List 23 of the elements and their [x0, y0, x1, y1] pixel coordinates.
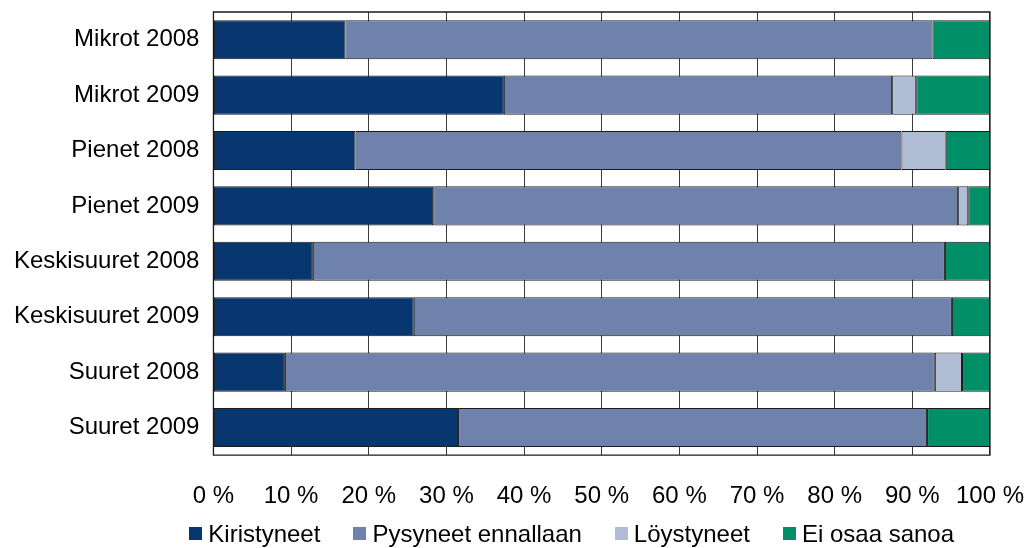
y-tick-label: Mikrot 2009 [74, 79, 200, 107]
x-tick-label: 40 % [496, 481, 552, 509]
legend-label: Ei osaa sanoa [801, 519, 955, 548]
legend-label: Kiristyneet [208, 519, 321, 548]
y-tick-label: Keskisuuret 2008 [14, 245, 200, 273]
x-tick-label: 90 % [884, 481, 940, 509]
y-tick-label: Suuret 2009 [68, 412, 200, 440]
legend-label: Pysyneet ennallaan [372, 519, 582, 548]
x-tick-label: 10 % [263, 481, 319, 509]
x-tick-label: 100 % [955, 481, 1024, 509]
y-tick-label: Pienet 2008 [71, 135, 200, 163]
x-tick-label: 20 % [341, 481, 397, 509]
x-tick-label: 80 % [807, 481, 863, 509]
legend-label: Löystyneet [633, 519, 750, 548]
x-tick-label: 60 % [652, 481, 707, 509]
y-tick-label: Suuret 2008 [68, 356, 200, 384]
x-tick-label: 0 % [192, 481, 235, 509]
y-tick-label: Keskisuuret 2009 [14, 301, 200, 329]
y-tick-label: Mikrot 2008 [74, 24, 200, 52]
x-tick-label: 50 % [574, 481, 630, 509]
y-tick-label: Pienet 2009 [71, 190, 200, 218]
x-tick-label: 70 % [729, 481, 785, 509]
x-tick-label: 30 % [419, 481, 474, 509]
